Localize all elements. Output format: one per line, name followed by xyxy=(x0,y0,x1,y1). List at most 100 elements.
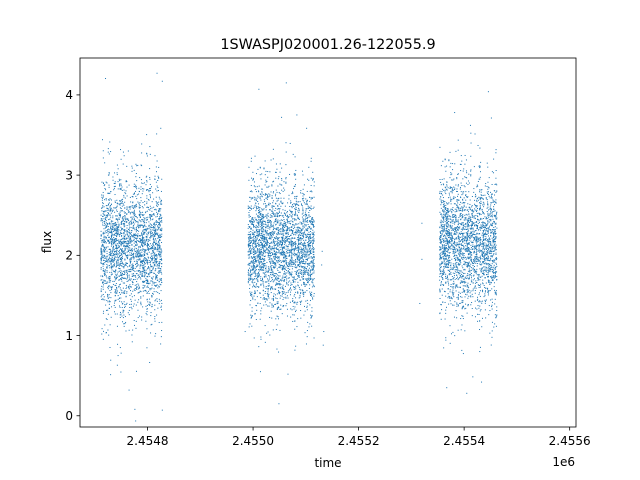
data-point xyxy=(262,217,264,219)
data-point xyxy=(259,216,261,218)
data-point xyxy=(114,258,116,260)
data-point xyxy=(145,253,147,255)
data-point xyxy=(269,256,271,258)
data-point xyxy=(250,256,252,258)
data-point xyxy=(140,302,142,304)
data-point xyxy=(133,223,135,225)
data-point xyxy=(271,249,273,251)
data-point xyxy=(276,348,278,350)
data-point xyxy=(273,245,275,247)
data-point xyxy=(261,195,263,197)
data-point xyxy=(161,235,163,237)
data-point xyxy=(137,309,139,311)
data-point xyxy=(112,239,114,241)
data-point xyxy=(155,233,157,235)
data-point xyxy=(263,284,265,286)
data-point xyxy=(268,204,270,206)
data-point xyxy=(100,250,102,252)
data-point xyxy=(147,301,149,303)
data-point xyxy=(273,275,275,277)
data-point xyxy=(111,228,113,230)
data-point xyxy=(279,183,281,185)
data-point xyxy=(284,242,286,244)
data-point xyxy=(266,252,268,254)
data-point xyxy=(156,300,158,302)
data-point xyxy=(277,221,279,223)
data-point xyxy=(258,185,260,187)
data-point xyxy=(107,214,109,216)
data-point xyxy=(116,264,118,266)
data-point xyxy=(299,249,301,251)
data-point xyxy=(105,291,107,293)
data-point xyxy=(155,181,157,183)
data-point xyxy=(264,252,266,254)
data-point xyxy=(104,236,106,238)
data-point xyxy=(136,247,138,249)
data-point xyxy=(113,305,115,307)
data-point xyxy=(127,209,129,211)
data-point xyxy=(110,263,112,265)
data-point xyxy=(108,307,110,309)
data-point xyxy=(268,219,270,221)
data-point xyxy=(119,200,121,202)
data-point xyxy=(274,303,276,305)
data-point xyxy=(136,265,138,267)
data-point xyxy=(115,247,117,249)
data-point xyxy=(264,292,266,294)
data-point xyxy=(138,238,140,240)
data-point xyxy=(103,281,105,283)
data-point xyxy=(304,250,306,252)
data-point xyxy=(275,255,277,257)
data-point xyxy=(101,181,103,183)
data-point xyxy=(152,227,154,229)
data-point xyxy=(294,244,296,246)
data-point xyxy=(302,225,304,227)
data-point xyxy=(292,262,294,264)
data-point xyxy=(128,211,130,213)
data-point xyxy=(263,276,265,278)
data-point xyxy=(295,231,297,233)
data-point xyxy=(300,256,302,258)
data-point xyxy=(107,229,109,231)
data-point xyxy=(105,275,107,277)
data-point xyxy=(262,243,264,245)
data-point xyxy=(146,314,148,316)
data-point xyxy=(101,252,103,254)
data-point xyxy=(264,236,266,238)
data-point xyxy=(156,214,158,216)
data-point xyxy=(294,232,296,234)
data-point xyxy=(138,253,140,255)
data-point xyxy=(152,268,154,270)
data-point xyxy=(145,312,147,314)
data-point xyxy=(117,181,119,183)
data-point xyxy=(105,266,107,268)
data-point xyxy=(102,197,104,199)
data-point xyxy=(263,258,265,260)
data-point xyxy=(153,254,155,256)
data-point xyxy=(260,228,262,230)
data-point xyxy=(143,232,145,234)
data-point xyxy=(132,207,134,209)
data-point xyxy=(275,215,277,217)
data-point xyxy=(147,242,149,244)
data-point xyxy=(250,220,252,222)
data-point xyxy=(152,247,154,249)
data-point xyxy=(154,300,156,302)
data-point xyxy=(281,189,283,191)
data-point xyxy=(298,226,300,228)
data-point xyxy=(282,242,283,244)
data-point xyxy=(150,197,151,199)
data-point xyxy=(254,281,256,283)
data-point xyxy=(120,149,122,151)
data-point xyxy=(273,274,275,276)
data-point xyxy=(122,253,124,255)
data-point xyxy=(158,255,160,257)
data-point xyxy=(118,297,120,299)
data-point xyxy=(264,239,266,241)
data-point xyxy=(103,213,105,215)
data-point xyxy=(298,210,300,212)
data-point xyxy=(293,301,295,303)
data-point xyxy=(270,258,272,260)
data-point xyxy=(156,221,158,223)
data-point xyxy=(119,275,121,277)
